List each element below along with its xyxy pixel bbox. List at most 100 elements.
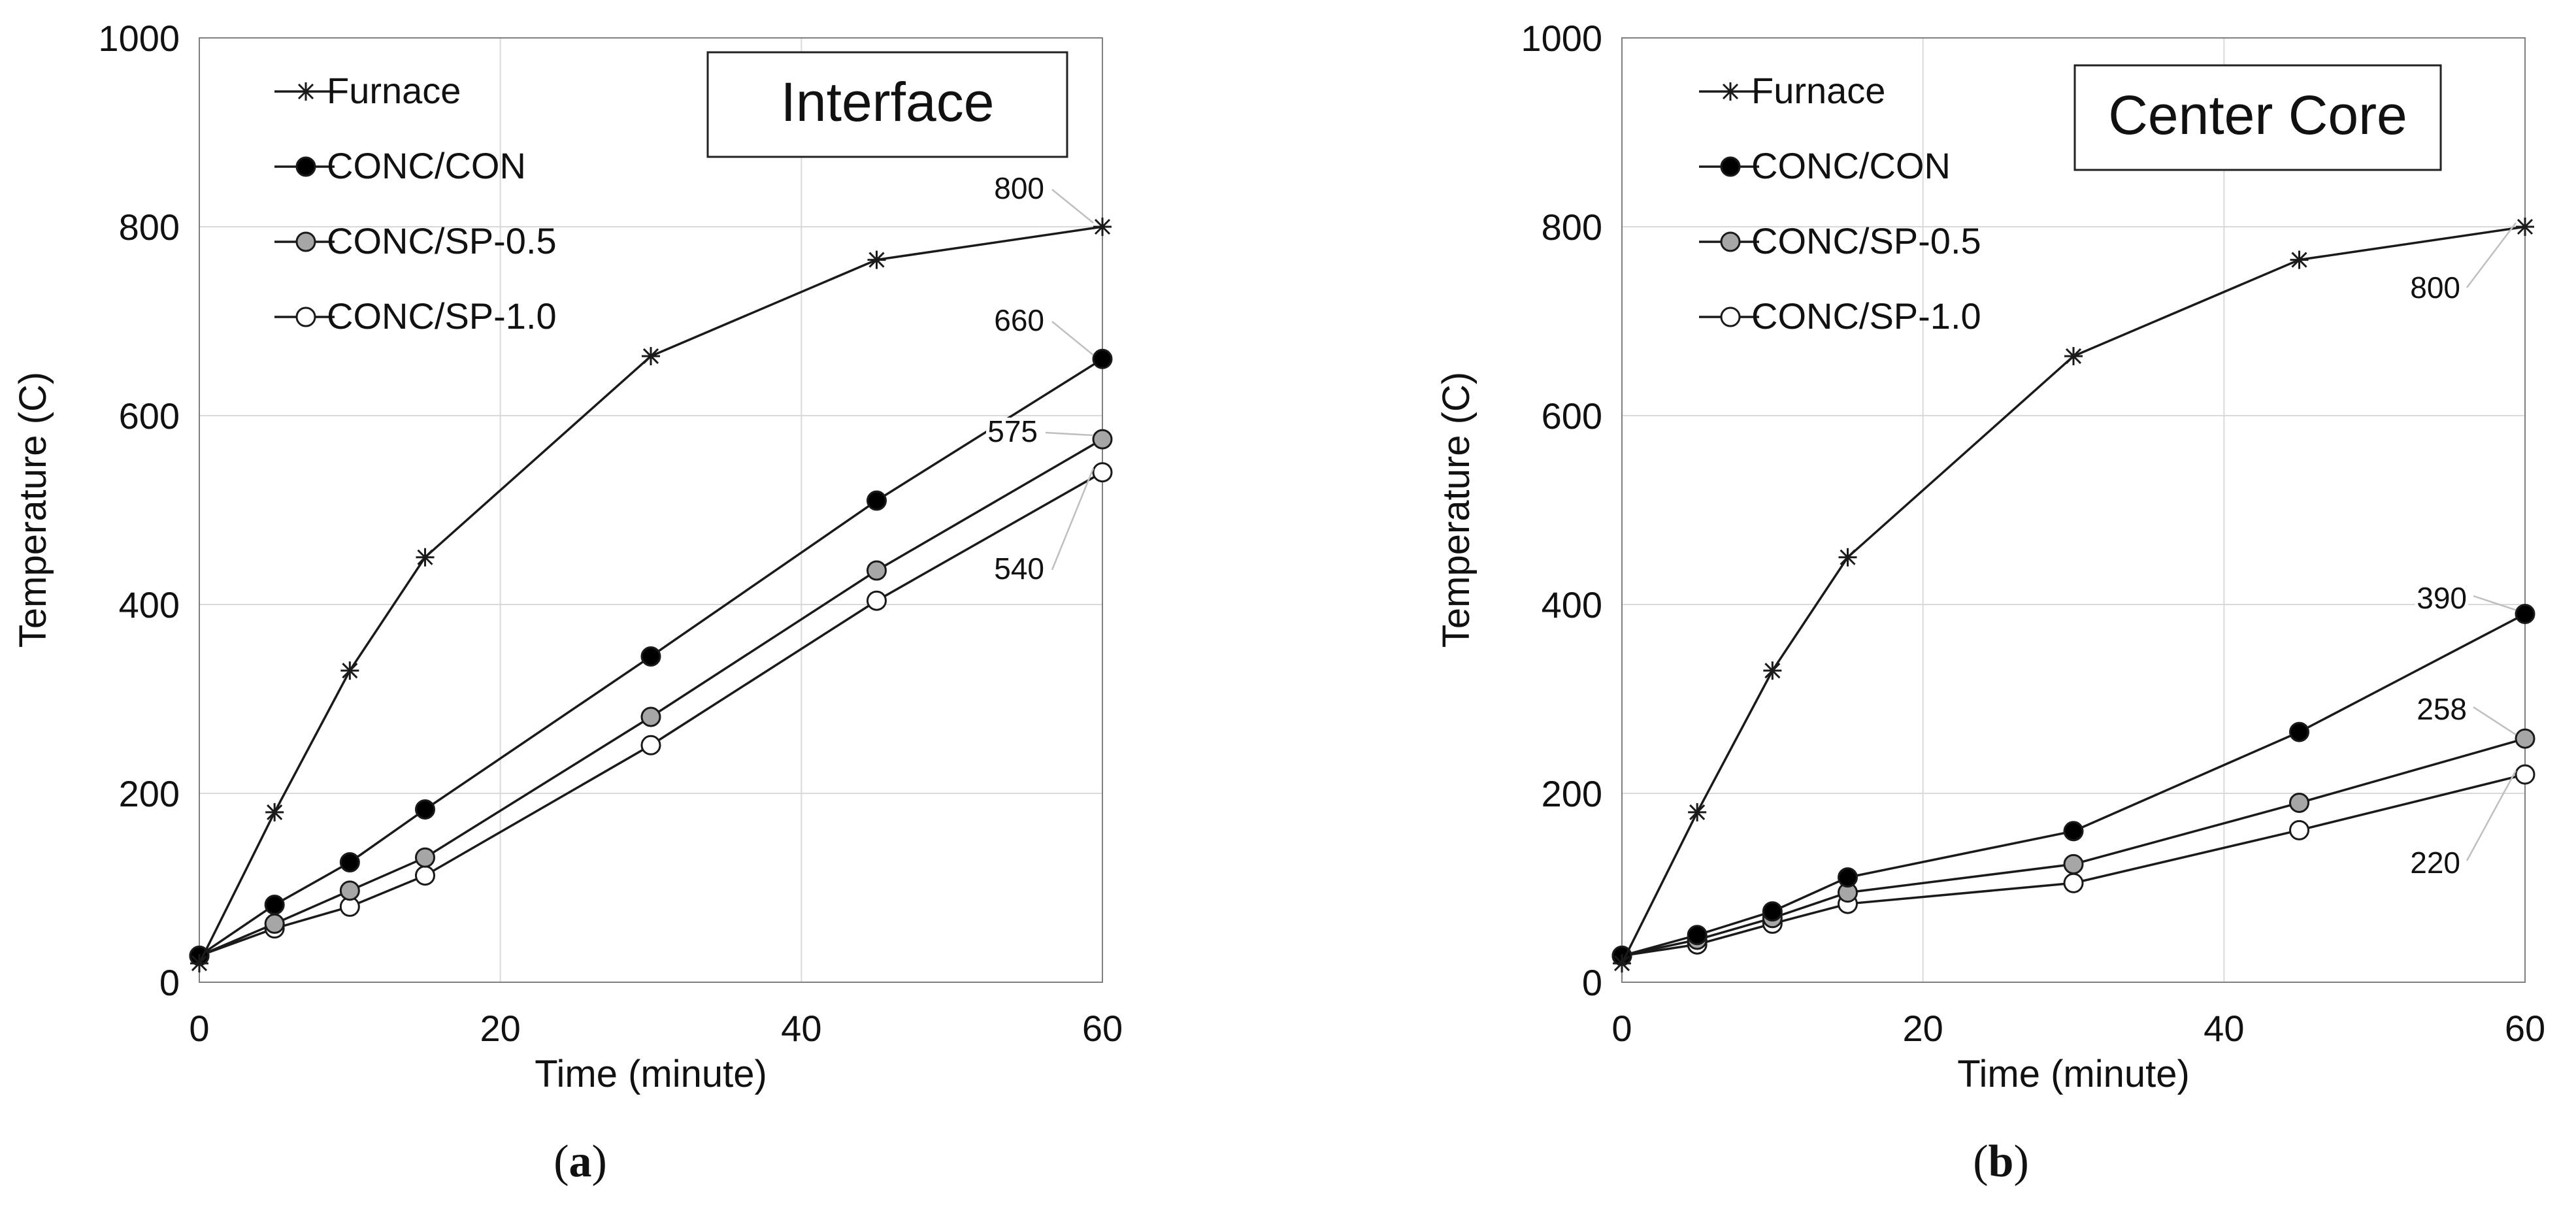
- data-point-stroke-3: [417, 549, 433, 565]
- data-point: [2516, 218, 2534, 236]
- series-furnace: [1613, 218, 2534, 973]
- data-point: [264, 895, 285, 916]
- x-tick-label: 40: [2204, 1008, 2244, 1049]
- data-point: [415, 799, 435, 820]
- y-tick-label: 1000: [1521, 18, 1602, 59]
- data-label: 800: [2410, 271, 2460, 305]
- data-point: [1688, 803, 1707, 821]
- data-label: 540: [994, 552, 1044, 586]
- data-point: [1763, 661, 1782, 680]
- x-tick-label: 0: [1611, 1008, 1632, 1049]
- data-point: [2515, 764, 2535, 785]
- legend-marker: [295, 156, 316, 177]
- data-label: 575: [987, 414, 1038, 448]
- x-tick-label: 60: [2505, 1008, 2545, 1049]
- series-line: [1621, 737, 2526, 957]
- panel-label: a: [569, 1136, 592, 1187]
- data-point: [640, 706, 661, 727]
- data-point: [415, 865, 435, 886]
- chart-title: Interface: [781, 71, 995, 133]
- data-point: [339, 852, 360, 872]
- annotation-leader: [1051, 468, 1095, 571]
- data-point: [2290, 250, 2309, 269]
- y-tick-label: 0: [1582, 962, 1602, 1003]
- caption-paren-close: ): [2013, 1136, 2028, 1187]
- x-axis-label: Time (minute): [535, 1053, 767, 1095]
- chart-panel-b: 0 200 400 600 800 1000 0 20 40 60 Time (minute) Tem…: [1435, 18, 2545, 1187]
- data-point: [642, 346, 660, 365]
- data-point: [2063, 821, 2084, 842]
- series-line: [1621, 612, 2526, 957]
- chart-panel-a: 0 200 400 600 800 1000 0 20 40 60 Time (minute) Tem…: [12, 18, 1123, 1187]
- data-point: [2064, 346, 2083, 365]
- data-point: [1613, 954, 1631, 973]
- data-point-stroke-3: [1764, 663, 1781, 679]
- data-point: [339, 880, 360, 901]
- data-label: 390: [2417, 581, 2467, 615]
- data-point-stroke-3: [642, 348, 659, 365]
- data-point: [1762, 901, 1783, 922]
- data-point-stroke-3: [1613, 955, 1630, 972]
- data-point: [867, 490, 887, 511]
- legend-marker: [1720, 306, 1741, 327]
- data-point: [867, 560, 887, 581]
- legend-marker-stroke-3: [1722, 83, 1739, 100]
- legend-label: CONC/CON: [1751, 145, 1951, 186]
- data-point-stroke-3: [267, 804, 283, 820]
- data-point: [1092, 348, 1113, 369]
- data-point: [2515, 728, 2535, 749]
- x-tick-label: 60: [1082, 1008, 1123, 1049]
- annotation-leader: [1045, 431, 1094, 437]
- data-point: [264, 913, 285, 934]
- series-conc-con: [1611, 603, 2535, 967]
- panel-label: b: [1989, 1136, 2014, 1187]
- data-point: [867, 590, 887, 611]
- data-point-stroke-3: [342, 663, 358, 679]
- annotation-leader: [2466, 222, 2517, 288]
- data-point: [416, 548, 435, 567]
- legend-label: Furnace: [327, 70, 461, 111]
- y-tick-label: 600: [1542, 395, 1602, 437]
- data-label: 258: [2417, 692, 2467, 726]
- data-point: [2289, 721, 2309, 742]
- data-point-stroke-3: [2291, 252, 2307, 268]
- annotation-leader: [2473, 595, 2517, 611]
- legend-label: CONC/CON: [327, 145, 526, 186]
- data-point: [190, 954, 208, 973]
- y-tick-label: 800: [1542, 207, 1602, 248]
- data-point: [640, 646, 661, 667]
- legend-marker: [297, 82, 315, 101]
- data-point: [1687, 925, 1708, 946]
- y-axis-label: Temperature (C): [12, 372, 54, 648]
- data-point: [1093, 218, 1112, 236]
- legend-marker: [1720, 156, 1741, 177]
- data-point: [867, 250, 886, 269]
- panel-caption: (b): [1973, 1136, 2029, 1187]
- title-box: [706, 51, 1068, 158]
- legend: Furnace CONC/CON CONC/SP-0.5 CONC/SP-1.0: [1699, 70, 1981, 337]
- data-point: [1092, 462, 1113, 483]
- data-point: [1838, 548, 1857, 567]
- data-point-stroke-3: [868, 252, 885, 268]
- legend-marker-stroke-3: [297, 83, 314, 100]
- data-point: [2515, 603, 2535, 624]
- data-point-stroke-3: [2065, 348, 2082, 365]
- data-point: [2063, 853, 2084, 874]
- y-tick-label: 0: [159, 962, 180, 1003]
- chart-title: Center Core: [2108, 84, 2407, 146]
- data-point: [2289, 820, 2309, 840]
- caption-paren-open: (: [553, 1136, 569, 1187]
- x-tick-label: 20: [1903, 1008, 1943, 1049]
- caption-paren-open: (: [1973, 1136, 1988, 1187]
- y-tick-label: 400: [1542, 584, 1602, 625]
- y-tick-label: 400: [119, 584, 180, 625]
- data-point-stroke-3: [1094, 218, 1111, 235]
- series-line: [1621, 225, 2526, 964]
- legend-marker: [295, 306, 316, 327]
- legend-label: Furnace: [1751, 70, 1885, 111]
- series-conc-sp-0-5: [189, 429, 1113, 967]
- panel-caption: (a): [553, 1136, 607, 1187]
- legend-label: CONC/SP-0.5: [1751, 220, 1981, 261]
- legend-marker: [295, 231, 316, 252]
- title-box: [2073, 64, 2442, 171]
